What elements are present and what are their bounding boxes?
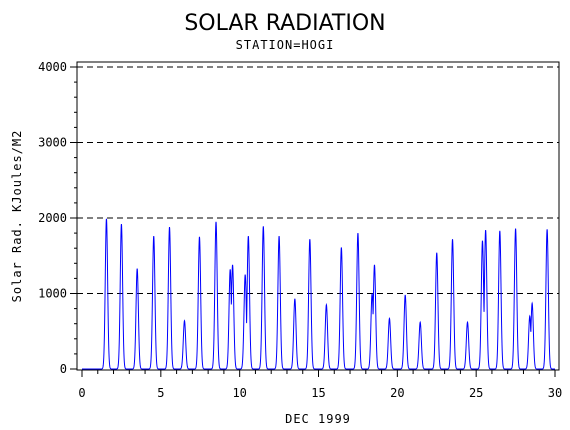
y-tick-label: 0 — [60, 362, 67, 376]
y-axis: 0 1000 2000 3000 4000 — [38, 60, 77, 376]
y-tick-label: 2000 — [38, 211, 67, 225]
y-tick-label: 1000 — [38, 287, 67, 301]
x-axis: 0 5 10 15 20 25 30 — [78, 370, 562, 400]
x-tick-label: 20 — [390, 386, 404, 400]
x-tick-label: 5 — [157, 386, 164, 400]
x-axis-label: DEC 1999 — [285, 412, 351, 426]
chart-title: SOLAR RADIATION — [184, 11, 385, 36]
x-tick-label: 10 — [232, 386, 246, 400]
series-solar-radiation — [82, 218, 555, 370]
chart-subtitle: STATION=HOGI — [236, 38, 335, 52]
y-tick-label: 3000 — [38, 136, 67, 150]
x-tick-label: 30 — [548, 386, 562, 400]
reference-lines — [77, 66, 559, 294]
x-tick-label: 25 — [469, 386, 483, 400]
x-tick-label: 15 — [311, 386, 325, 400]
y-tick-label: 4000 — [38, 60, 67, 74]
plot-frame — [76, 61, 560, 371]
solar-radiation-line — [82, 218, 555, 370]
y-axis-label: Solar Rad. KJoules/M2 — [10, 130, 24, 303]
x-tick-label: 0 — [78, 386, 85, 400]
